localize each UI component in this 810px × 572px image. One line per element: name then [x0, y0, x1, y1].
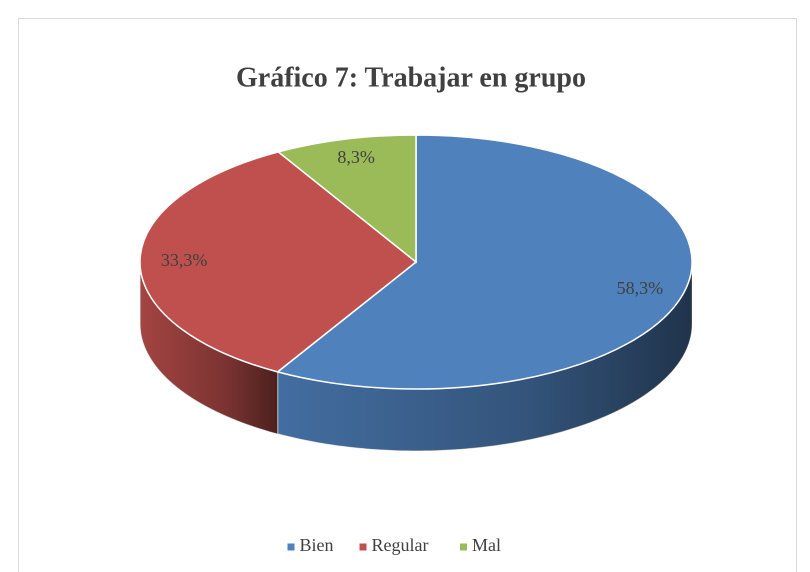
slice-side-shade [140, 262, 278, 434]
data-label: 33,3% [161, 250, 208, 270]
legend-swatch [460, 543, 467, 551]
slice [276, 134, 417, 264]
legend-swatch [287, 543, 295, 551]
legend-label: Bien [300, 535, 334, 555]
slice-side-shade [277, 262, 692, 451]
legend-swatch [359, 543, 367, 551]
legend-label: Mal [472, 535, 501, 555]
legend-label: Regular [372, 535, 429, 555]
slice [275, 134, 693, 390]
data-label: 8,3% [337, 147, 375, 167]
data-label: 58,3% [617, 278, 664, 298]
chart-title: Gráfico 7: Trabajar en grupo [236, 62, 586, 93]
